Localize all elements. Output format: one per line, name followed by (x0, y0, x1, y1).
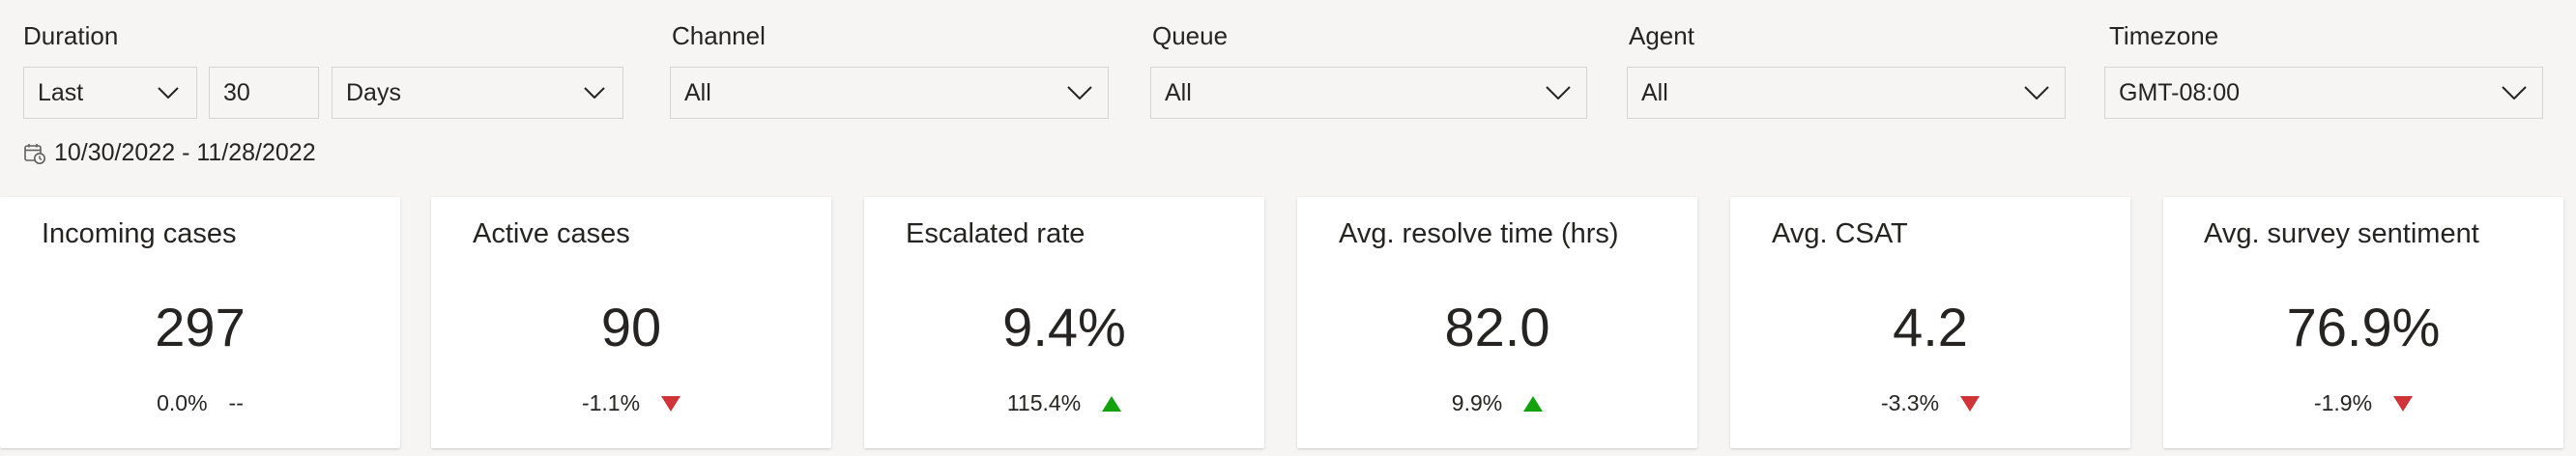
kpi-value: 90 (600, 297, 662, 357)
kpi-value: 9.4% (1002, 297, 1126, 357)
kpi-change: -1.9% (2313, 390, 2373, 415)
channel-value: All (684, 78, 711, 106)
kpi-title: Avg. CSAT (1772, 218, 1908, 249)
kpi-card-escalated-rate: Escalated rate 9.4% 115.4% (864, 197, 1264, 448)
trend-down-icon (661, 395, 681, 412)
kpi-change: 9.9% (1451, 390, 1503, 415)
chevron-down-icon (1067, 84, 1092, 101)
channel-label: Channel (672, 21, 766, 50)
chevron-down-icon (156, 84, 181, 101)
queue-dropdown[interactable]: All (1150, 67, 1587, 119)
kpi-trend: 115.4% (864, 390, 1264, 416)
queue-label: Queue (1152, 21, 1229, 50)
agent-value: All (1641, 78, 1668, 106)
kpi-trend: -3.3% (1730, 390, 2130, 416)
trend-up-icon (1523, 395, 1544, 412)
queue-value: All (1165, 78, 1192, 106)
duration-amount-value: 30 (223, 78, 250, 106)
kpi-value: 82.0 (1444, 297, 1550, 357)
timezone-value: GMT-08:00 (2119, 78, 2241, 106)
kpi-title: Active cases (473, 218, 630, 249)
duration-label: Duration (23, 21, 119, 50)
kpi-change: 0.0% (157, 390, 208, 415)
trend-down-icon (2393, 395, 2414, 412)
kpi-trend-none: -- (228, 390, 244, 415)
channel-dropdown[interactable]: All (670, 67, 1109, 119)
kpi-card-avg-survey-sentiment: Avg. survey sentiment 76.9% -1.9% (2163, 197, 2563, 448)
duration-period-dropdown[interactable]: Last (23, 67, 197, 119)
kpi-value: 76.9% (2286, 297, 2441, 357)
kpi-card-incoming-cases: Incoming cases 297 0.0% -- (0, 197, 400, 448)
kpi-title: Avg. resolve time (hrs) (1339, 218, 1619, 249)
chevron-down-icon (2502, 84, 2527, 101)
timezone-dropdown[interactable]: GMT-08:00 (2104, 67, 2543, 119)
kpi-change: 115.4% (1006, 390, 1082, 415)
kpi-trend: 9.9% (1297, 390, 1697, 416)
kpi-trend: 0.0% -- (0, 390, 400, 416)
kpi-change: -1.1% (581, 390, 641, 415)
agent-label: Agent (1629, 21, 1694, 50)
trend-down-icon (1960, 395, 1981, 412)
calendar-clock-icon (23, 142, 46, 165)
trend-up-icon (1102, 395, 1122, 412)
chevron-down-icon (1546, 84, 1571, 101)
kpi-card-active-cases: Active cases 90 -1.1% (431, 197, 831, 448)
chevron-down-icon (582, 84, 607, 101)
duration-unit-value: Days (346, 78, 401, 106)
kpi-value: 4.2 (1893, 297, 1968, 357)
kpi-title: Avg. survey sentiment (2204, 218, 2479, 249)
duration-amount-input[interactable]: 30 (209, 67, 319, 119)
kpi-card-avg-resolve-time: Avg. resolve time (hrs) 82.0 9.9% (1297, 197, 1697, 448)
date-range-text: 10/30/2022 - 11/28/2022 (54, 139, 316, 166)
duration-unit-dropdown[interactable]: Days (332, 67, 623, 119)
date-range: 10/30/2022 - 11/28/2022 (23, 139, 316, 167)
kpi-title: Escalated rate (906, 218, 1085, 249)
duration-period-value: Last (38, 78, 84, 106)
kpi-trend: -1.1% (431, 390, 831, 416)
kpi-change: -3.3% (1880, 390, 1940, 415)
kpi-value: 297 (155, 297, 246, 357)
timezone-label: Timezone (2109, 21, 2219, 50)
kpi-card-avg-csat: Avg. CSAT 4.2 -3.3% (1730, 197, 2130, 448)
kpi-trend: -1.9% (2163, 390, 2563, 416)
chevron-down-icon (2024, 84, 2049, 101)
kpi-title: Incoming cases (42, 218, 237, 249)
agent-dropdown[interactable]: All (1627, 67, 2066, 119)
